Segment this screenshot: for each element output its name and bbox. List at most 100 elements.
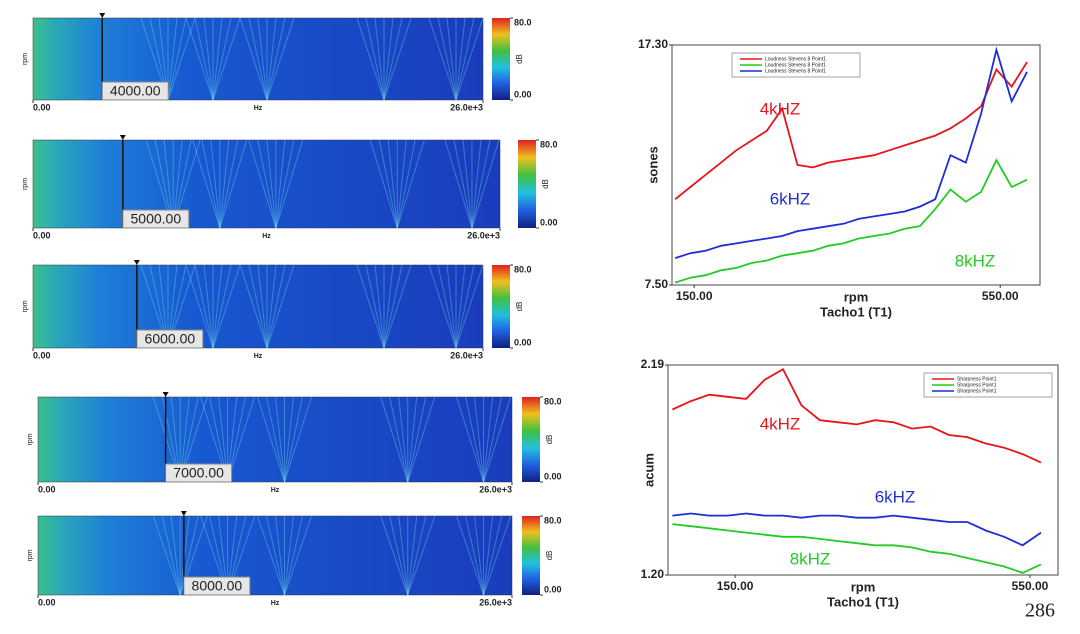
colorbar-tick-label: 80.0 bbox=[514, 264, 532, 274]
spectrum-texture bbox=[389, 396, 409, 483]
spectrogram-plot bbox=[37, 396, 513, 483]
x-tick-label: 150.00 bbox=[676, 289, 713, 303]
colorbar bbox=[492, 265, 510, 348]
colorbar-label: dB bbox=[545, 551, 554, 561]
spectrum-texture bbox=[383, 17, 394, 101]
marker-label: 8000.00 bbox=[192, 578, 243, 594]
x-tick-label: 0.00 bbox=[38, 484, 56, 494]
spectrum-texture bbox=[374, 264, 385, 349]
y-axis-label: rpm bbox=[22, 300, 29, 312]
spectrum-texture bbox=[212, 17, 241, 101]
spectrum-texture bbox=[212, 264, 223, 349]
spectrum-texture bbox=[201, 139, 221, 229]
marker-label: 6000.00 bbox=[145, 331, 196, 347]
spectrum-texture bbox=[428, 17, 457, 101]
spectrum-texture bbox=[266, 264, 295, 349]
spectrum-texture bbox=[161, 515, 181, 596]
spectrum-texture bbox=[471, 139, 491, 229]
colorbar bbox=[522, 516, 540, 595]
spectrum-texture bbox=[266, 17, 286, 101]
spectrum-texture bbox=[456, 515, 485, 596]
y-tick-label: 1.20 bbox=[641, 567, 665, 581]
spectrogram-plot bbox=[32, 139, 501, 229]
spectrum-texture bbox=[194, 264, 214, 349]
colorbar bbox=[518, 140, 536, 228]
spectrum-texture bbox=[266, 264, 286, 349]
x-axis-label: rpm bbox=[844, 289, 869, 304]
legend-label: Loudness Stevens 8 Point1 bbox=[765, 68, 826, 74]
spectrum-texture bbox=[383, 264, 403, 349]
spectrum-texture bbox=[283, 515, 303, 596]
spectrum-texture bbox=[266, 139, 277, 229]
spectrum-texture bbox=[248, 264, 268, 349]
marker-label-box bbox=[122, 209, 190, 229]
spectrum-texture bbox=[455, 17, 484, 101]
spectrum-texture bbox=[266, 17, 277, 101]
spectrum-texture bbox=[185, 264, 214, 349]
series-line bbox=[674, 61, 1028, 201]
series-line bbox=[674, 158, 1028, 284]
x-tick-label: 26.0e+3 bbox=[450, 102, 483, 112]
y-tick-label: 7.50 bbox=[645, 277, 669, 291]
spectrum-texture bbox=[378, 139, 398, 229]
spectrum-texture bbox=[455, 17, 475, 101]
spectrum-texture bbox=[465, 396, 485, 483]
spectrum-texture bbox=[283, 396, 294, 483]
plot-area bbox=[671, 44, 1041, 286]
spectrum-texture bbox=[248, 139, 277, 229]
spectrum-texture bbox=[170, 515, 181, 596]
spectrum-texture bbox=[453, 139, 473, 229]
marker-arrow bbox=[180, 511, 187, 516]
spectrum-texture bbox=[192, 139, 221, 229]
spectrum-texture bbox=[383, 17, 412, 101]
spectrum-texture bbox=[152, 515, 181, 596]
colorbar-tick-label: 80.0 bbox=[544, 396, 562, 406]
marker-arrow bbox=[99, 13, 106, 18]
spectrum-texture bbox=[274, 515, 285, 596]
spectrum-texture bbox=[266, 17, 295, 101]
spectrum-texture bbox=[266, 264, 277, 349]
spectrum-texture bbox=[446, 17, 457, 101]
series-annotation: 6kHZ bbox=[875, 487, 916, 506]
colorbar-tick-label: 80.0 bbox=[514, 17, 532, 27]
spectrum-texture bbox=[444, 139, 473, 229]
spectrum-texture bbox=[446, 264, 457, 349]
spectrum-texture bbox=[483, 396, 494, 483]
marker-label: 4000.00 bbox=[110, 83, 161, 99]
spectrum-texture bbox=[383, 264, 394, 349]
spectrum-texture bbox=[257, 396, 285, 483]
y-axis-label: sones bbox=[645, 146, 660, 184]
spectrum-texture bbox=[283, 515, 294, 596]
spectrum-texture bbox=[483, 396, 512, 483]
spectrum-texture bbox=[398, 515, 409, 596]
spectrum-texture bbox=[239, 264, 268, 349]
spectrum-texture bbox=[456, 396, 485, 483]
marker-arrow bbox=[133, 260, 140, 265]
x-axis-label: rpm bbox=[851, 579, 876, 594]
colorbar-tick-label: 0.00 bbox=[544, 471, 562, 481]
spectrum-texture bbox=[275, 139, 295, 229]
x-tick-label: 26.0e+3 bbox=[450, 350, 483, 360]
y-tick-label: 17.30 bbox=[638, 37, 668, 51]
marker-arrow bbox=[162, 392, 169, 397]
colorbar-tick-label: 80.0 bbox=[544, 515, 562, 525]
series-annotation: 8kHZ bbox=[790, 549, 831, 568]
spectrum-texture bbox=[212, 17, 232, 101]
y-axis-label: rpm bbox=[22, 178, 29, 190]
page-number: 286 bbox=[1025, 600, 1055, 622]
spectrum-texture bbox=[471, 139, 500, 229]
legend-label: Loudness Stevens 8 Point1 bbox=[765, 56, 826, 62]
spectrum-texture bbox=[380, 515, 409, 596]
x-tick-label: 150.00 bbox=[717, 579, 754, 593]
spectrum-texture bbox=[194, 17, 214, 101]
x-axis-label: Hz bbox=[271, 487, 280, 494]
series-line bbox=[672, 523, 1042, 574]
spectrum-texture bbox=[274, 396, 285, 483]
spectrum-texture bbox=[483, 515, 512, 596]
y-axis-label: rpm bbox=[27, 549, 34, 561]
colorbar-tick-label: 80.0 bbox=[540, 139, 558, 149]
spectrum-texture bbox=[369, 139, 398, 229]
spectrum-texture bbox=[257, 17, 268, 101]
legend-label: Sharpness Point1 bbox=[957, 382, 997, 388]
spectrum-texture bbox=[387, 139, 398, 229]
